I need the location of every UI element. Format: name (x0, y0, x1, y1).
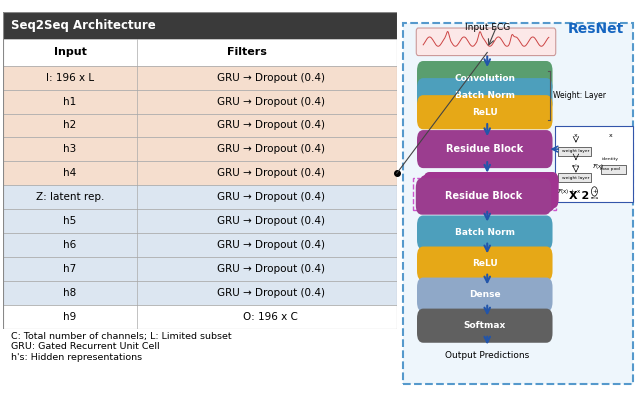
Text: Softmax: Softmax (463, 321, 506, 330)
Text: x: x (609, 133, 612, 138)
FancyBboxPatch shape (3, 185, 397, 209)
Text: $\mathcal{F}$(x) + x: $\mathcal{F}$(x) + x (557, 187, 582, 196)
FancyBboxPatch shape (417, 278, 552, 312)
Text: GRU → Dropout (0.4): GRU → Dropout (0.4) (217, 120, 325, 131)
FancyBboxPatch shape (3, 66, 397, 89)
Text: Batch Norm: Batch Norm (455, 228, 515, 237)
Text: Convolution: Convolution (454, 74, 515, 83)
Text: I: 196 x L: I: 196 x L (46, 73, 94, 83)
Text: h2: h2 (63, 120, 77, 131)
FancyBboxPatch shape (417, 215, 552, 249)
Text: identity: identity (602, 157, 619, 161)
Text: X 2: X 2 (568, 191, 589, 202)
Text: h8: h8 (63, 288, 77, 298)
Text: ResNet: ResNet (568, 22, 624, 36)
FancyBboxPatch shape (3, 89, 397, 114)
FancyBboxPatch shape (417, 95, 552, 129)
Text: Residue Block: Residue Block (446, 144, 524, 154)
FancyBboxPatch shape (417, 78, 552, 112)
Text: ReLU: ReLU (472, 108, 498, 117)
Text: h9: h9 (63, 312, 77, 322)
Text: weight layer: weight layer (563, 176, 589, 180)
FancyBboxPatch shape (3, 114, 397, 137)
Text: Dense: Dense (469, 290, 500, 299)
Text: C: Total number of channels; L: Limited subset
GRU: Gated Recurrent Unit Cell
h': C: Total number of channels; L: Limited … (11, 332, 232, 362)
Text: GRU → Dropout (0.4): GRU → Dropout (0.4) (217, 264, 325, 274)
FancyBboxPatch shape (417, 130, 552, 168)
FancyBboxPatch shape (423, 172, 559, 208)
FancyBboxPatch shape (3, 209, 397, 233)
Text: h6: h6 (63, 240, 77, 250)
FancyBboxPatch shape (558, 147, 591, 156)
Text: h4: h4 (63, 168, 77, 178)
Text: h1: h1 (63, 97, 77, 107)
Text: ReLU: ReLU (472, 259, 498, 268)
FancyBboxPatch shape (558, 173, 591, 183)
Text: GRU → Dropout (0.4): GRU → Dropout (0.4) (217, 240, 325, 250)
FancyBboxPatch shape (3, 12, 397, 39)
Text: x: x (574, 133, 578, 138)
FancyBboxPatch shape (3, 305, 397, 329)
Text: max pool: max pool (600, 167, 620, 171)
Text: relu: relu (572, 164, 580, 168)
Text: weight layer: weight layer (563, 149, 589, 153)
Text: GRU → Dropout (0.4): GRU → Dropout (0.4) (217, 145, 325, 154)
Text: Weight: Layer: Weight: Layer (552, 91, 605, 100)
FancyBboxPatch shape (417, 308, 552, 343)
Text: Residue Block: Residue Block (445, 191, 522, 202)
FancyBboxPatch shape (419, 175, 555, 211)
Text: GRU → Dropout (0.4): GRU → Dropout (0.4) (217, 192, 325, 202)
Text: GRU → Dropout (0.4): GRU → Dropout (0.4) (217, 216, 325, 226)
Text: GRU → Dropout (0.4): GRU → Dropout (0.4) (217, 168, 325, 178)
FancyBboxPatch shape (417, 246, 552, 281)
FancyBboxPatch shape (3, 137, 397, 161)
Text: h3: h3 (63, 145, 77, 154)
FancyBboxPatch shape (416, 178, 551, 215)
FancyBboxPatch shape (3, 257, 397, 281)
Text: h5: h5 (63, 216, 77, 226)
Text: Filters: Filters (227, 47, 267, 57)
FancyBboxPatch shape (3, 161, 397, 185)
FancyBboxPatch shape (602, 165, 626, 173)
Text: Output Predictions: Output Predictions (445, 351, 529, 360)
Text: Batch Norm: Batch Norm (455, 91, 515, 100)
Text: $\mathcal{F}$(x): $\mathcal{F}$(x) (592, 162, 605, 171)
Text: GRU → Dropout (0.4): GRU → Dropout (0.4) (217, 97, 325, 107)
FancyBboxPatch shape (3, 281, 397, 305)
FancyBboxPatch shape (555, 126, 632, 202)
FancyBboxPatch shape (3, 39, 397, 66)
Text: Z: latent rep.: Z: latent rep. (36, 192, 104, 202)
Text: GRU → Dropout (0.4): GRU → Dropout (0.4) (217, 73, 325, 83)
FancyBboxPatch shape (417, 61, 552, 95)
FancyBboxPatch shape (403, 23, 632, 384)
Text: h7: h7 (63, 264, 77, 274)
Text: relu: relu (590, 196, 598, 200)
FancyBboxPatch shape (3, 233, 397, 257)
FancyBboxPatch shape (416, 28, 556, 55)
Text: Input ECG: Input ECG (465, 23, 510, 32)
Text: +: + (592, 189, 596, 194)
Text: Input: Input (54, 47, 86, 57)
Text: GRU → Dropout (0.4): GRU → Dropout (0.4) (217, 288, 325, 298)
Text: O: 196 x C: O: 196 x C (243, 312, 298, 322)
Text: Seq2Seq Architecture: Seq2Seq Architecture (11, 19, 156, 32)
